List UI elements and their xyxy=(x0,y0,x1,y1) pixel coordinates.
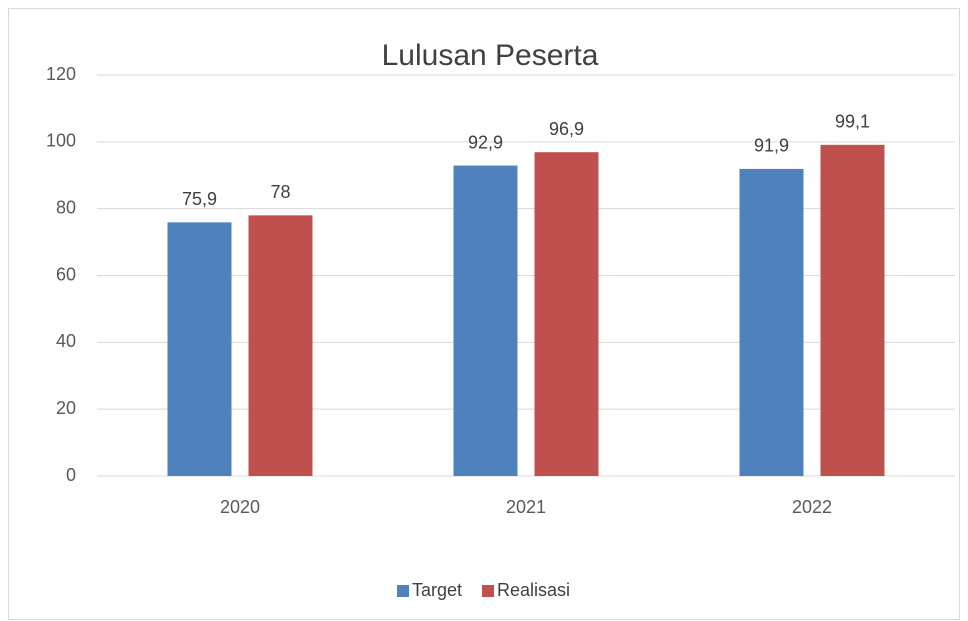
bar xyxy=(248,215,313,476)
data-label: 78 xyxy=(270,182,290,202)
bar xyxy=(739,168,804,477)
bar xyxy=(820,144,885,477)
bar xyxy=(534,152,599,476)
data-label: 92,9 xyxy=(468,132,503,152)
y-tick-label: 60 xyxy=(56,264,76,284)
legend-label: Realisasi xyxy=(497,580,570,600)
y-tick-label: 80 xyxy=(56,197,76,217)
data-label: 99,1 xyxy=(835,112,870,132)
y-tick-label: 20 xyxy=(56,398,76,418)
y-tick-label: 0 xyxy=(66,465,76,485)
bar xyxy=(453,165,518,476)
y-tick-label: 100 xyxy=(46,131,76,151)
data-label: 96,9 xyxy=(549,119,584,139)
y-tick-label: 120 xyxy=(46,64,76,84)
x-tick-label: 2020 xyxy=(220,497,260,517)
legend-swatch xyxy=(397,585,409,597)
bar xyxy=(167,222,232,476)
x-tick-label: 2022 xyxy=(792,497,832,517)
x-tick-label: 2021 xyxy=(506,497,546,517)
data-label: 75,9 xyxy=(182,189,217,209)
y-tick-label: 40 xyxy=(56,331,76,351)
data-label: 91,9 xyxy=(754,136,789,156)
chart-title: Lulusan Peserta xyxy=(382,39,599,72)
legend-label: Target xyxy=(412,580,462,600)
legend-swatch xyxy=(482,585,495,597)
